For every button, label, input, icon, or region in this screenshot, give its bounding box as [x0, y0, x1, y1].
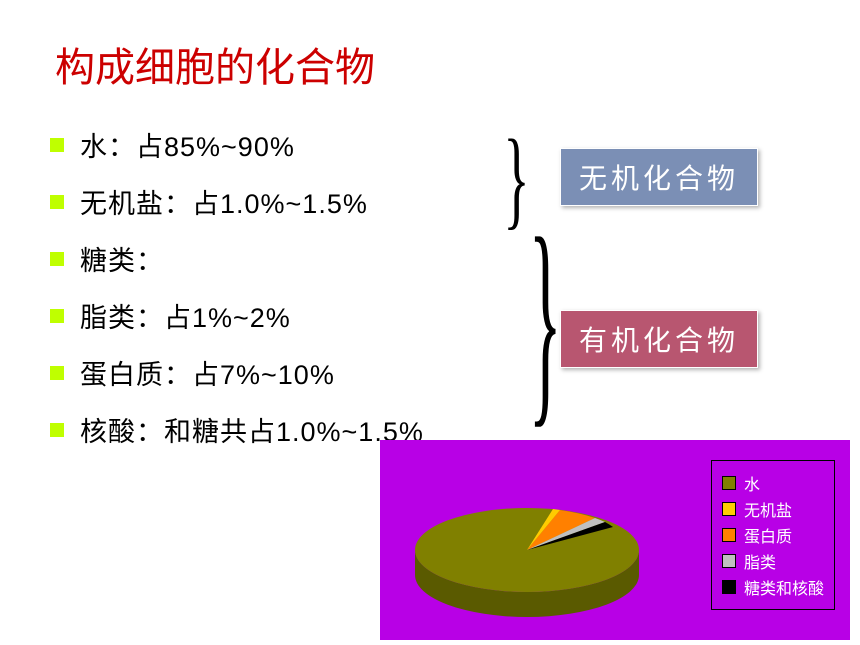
- bullet-text: 核酸：和糖共占1.0%~1.5%: [80, 410, 424, 449]
- category-organic: 有机化合物: [560, 310, 758, 368]
- pie-chart-area: 水 无机盐 蛋白质 脂类 糖类和核酸: [380, 440, 850, 640]
- legend-label: 水: [744, 471, 760, 495]
- legend-swatch: [722, 476, 736, 490]
- legend-label: 糖类和核酸: [744, 575, 824, 599]
- bullet-icon: [50, 366, 64, 380]
- bullet-icon: [50, 252, 64, 266]
- brace-icon: }: [503, 115, 529, 242]
- page-title: 构成细胞的化合物: [55, 35, 375, 93]
- legend-swatch: [722, 580, 736, 594]
- list-item: 蛋白质：占7%~10%: [50, 353, 470, 392]
- list-item: 糖类：: [50, 239, 470, 278]
- bullet-text: 糖类：: [80, 239, 164, 278]
- legend-item: 脂类: [722, 549, 824, 573]
- legend-swatch: [722, 502, 736, 516]
- bullet-text: 脂类：占1%~2%: [80, 296, 291, 335]
- legend-item: 水: [722, 471, 824, 495]
- list-item: 脂类：占1%~2%: [50, 296, 470, 335]
- legend-label: 脂类: [744, 549, 776, 573]
- bullet-text: 无机盐：占1.0%~1.5%: [80, 182, 368, 221]
- brace-icon: }: [529, 210, 562, 429]
- legend-item: 蛋白质: [722, 523, 824, 547]
- legend-label: 无机盐: [744, 497, 792, 521]
- legend-label: 蛋白质: [744, 523, 792, 547]
- bullet-icon: [50, 423, 64, 437]
- bullet-text: 蛋白质：占7%~10%: [80, 353, 335, 392]
- list-item: 无机盐：占1.0%~1.5%: [50, 182, 470, 221]
- bullet-icon: [50, 309, 64, 323]
- bullet-text: 水：占85%~90%: [80, 125, 295, 164]
- bullet-icon: [50, 195, 64, 209]
- bullet-list: 水：占85%~90% 无机盐：占1.0%~1.5% 糖类： 脂类：占1%~2% …: [50, 125, 470, 467]
- category-inorganic: 无机化合物: [560, 148, 758, 206]
- legend-swatch: [722, 554, 736, 568]
- pie-chart: [405, 485, 650, 615]
- legend-swatch: [722, 528, 736, 542]
- legend-item: 无机盐: [722, 497, 824, 521]
- chart-legend: 水 无机盐 蛋白质 脂类 糖类和核酸: [711, 460, 835, 610]
- list-item: 水：占85%~90%: [50, 125, 470, 164]
- legend-item: 糖类和核酸: [722, 575, 824, 599]
- bullet-icon: [50, 138, 64, 152]
